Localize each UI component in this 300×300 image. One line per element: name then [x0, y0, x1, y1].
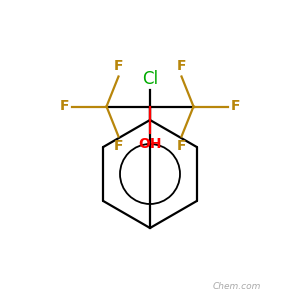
Text: F: F: [114, 140, 123, 154]
Text: F: F: [59, 100, 69, 113]
Text: F: F: [177, 59, 186, 74]
Text: F: F: [231, 100, 241, 113]
Text: OH: OH: [138, 136, 162, 151]
Text: Cl: Cl: [142, 70, 158, 88]
Text: F: F: [177, 140, 186, 154]
Text: F: F: [114, 59, 123, 74]
Text: Chem.com: Chem.com: [213, 282, 261, 291]
